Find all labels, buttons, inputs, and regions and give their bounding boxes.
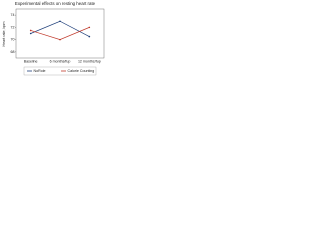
legend-label: Calorie Counting bbox=[68, 69, 95, 73]
legend-label: NoRole bbox=[34, 69, 46, 73]
point bbox=[88, 26, 91, 29]
point bbox=[29, 29, 32, 32]
chart: Experimental effects on resting heart ra… bbox=[0, 0, 110, 80]
background bbox=[0, 0, 110, 80]
point bbox=[88, 35, 91, 38]
y-tick-label: 72 bbox=[11, 25, 15, 29]
y-tick-label: 68 bbox=[11, 50, 15, 54]
point bbox=[59, 20, 61, 23]
y-axis-label: Heart rate, bpm bbox=[2, 22, 6, 47]
point bbox=[29, 32, 32, 35]
x-tick-label: 6 months/fup bbox=[50, 59, 71, 63]
x-tick-label: 12 months/fup bbox=[78, 59, 101, 63]
y-tick-label: 74 bbox=[11, 13, 15, 17]
point bbox=[59, 38, 61, 41]
chart-title: Experimental effects on resting heart ra… bbox=[15, 1, 96, 6]
plot-frame bbox=[15, 8, 105, 59]
x-tick-label: Baseline bbox=[24, 59, 38, 63]
y-tick-label: 70 bbox=[11, 38, 15, 42]
legend-box bbox=[23, 66, 97, 76]
